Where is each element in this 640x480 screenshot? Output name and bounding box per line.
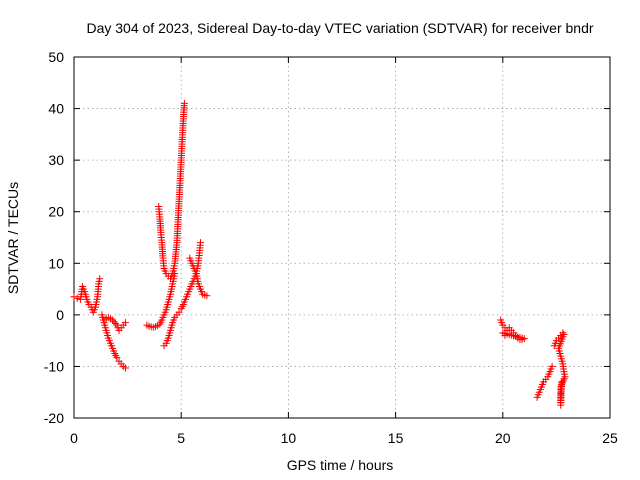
data-point xyxy=(558,378,566,386)
data-point xyxy=(121,319,129,327)
data-point xyxy=(203,292,211,300)
data-point xyxy=(96,275,104,283)
data-point xyxy=(110,318,118,326)
data-point xyxy=(113,354,121,362)
data-point xyxy=(180,99,188,107)
series-arc-c xyxy=(100,313,129,334)
data-point xyxy=(70,293,78,301)
x-tick-label: 15 xyxy=(388,430,404,446)
chart-title: Day 304 of 2023, Sidereal Day-to-day VTE… xyxy=(86,20,593,36)
series-arc-g xyxy=(186,254,211,300)
x-tick-label: 20 xyxy=(495,430,511,446)
axis-ticks xyxy=(73,56,611,419)
y-tick-label: -10 xyxy=(44,358,64,374)
y-tick-label: -20 xyxy=(44,410,64,426)
y-tick-labels: -20 -10 0 10 20 30 40 50 xyxy=(44,49,64,426)
x-tick-labels: 0 5 10 15 20 25 xyxy=(70,430,618,446)
y-axis-label: SDTVAR / TECUs xyxy=(5,182,21,294)
series-arc-a xyxy=(70,275,104,316)
y-tick-label: 10 xyxy=(48,255,64,271)
x-tick-label: 25 xyxy=(602,430,618,446)
data-point xyxy=(196,239,204,247)
data-point xyxy=(109,316,117,324)
series-arc-h xyxy=(497,316,528,344)
x-tick-label: 0 xyxy=(70,430,78,446)
y-tick-label: 50 xyxy=(48,49,64,65)
data-points xyxy=(70,99,569,409)
y-tick-label: 20 xyxy=(48,204,64,220)
x-tick-label: 5 xyxy=(177,430,185,446)
series-arc-j xyxy=(550,329,569,409)
data-point xyxy=(547,365,555,373)
x-tick-label: 10 xyxy=(281,430,297,446)
grid xyxy=(74,57,610,418)
y-tick-label: 40 xyxy=(48,101,64,117)
data-point xyxy=(121,364,129,372)
y-tick-label: 0 xyxy=(56,307,64,323)
series-arc-i xyxy=(533,362,556,401)
data-point xyxy=(175,308,183,316)
series-arc-e xyxy=(155,99,188,283)
x-axis-label: GPS time / hours xyxy=(287,457,394,473)
y-tick-label: 30 xyxy=(48,152,64,168)
data-point xyxy=(73,294,81,302)
plot-frame xyxy=(73,56,611,419)
data-point xyxy=(501,331,509,339)
data-point xyxy=(111,319,119,327)
